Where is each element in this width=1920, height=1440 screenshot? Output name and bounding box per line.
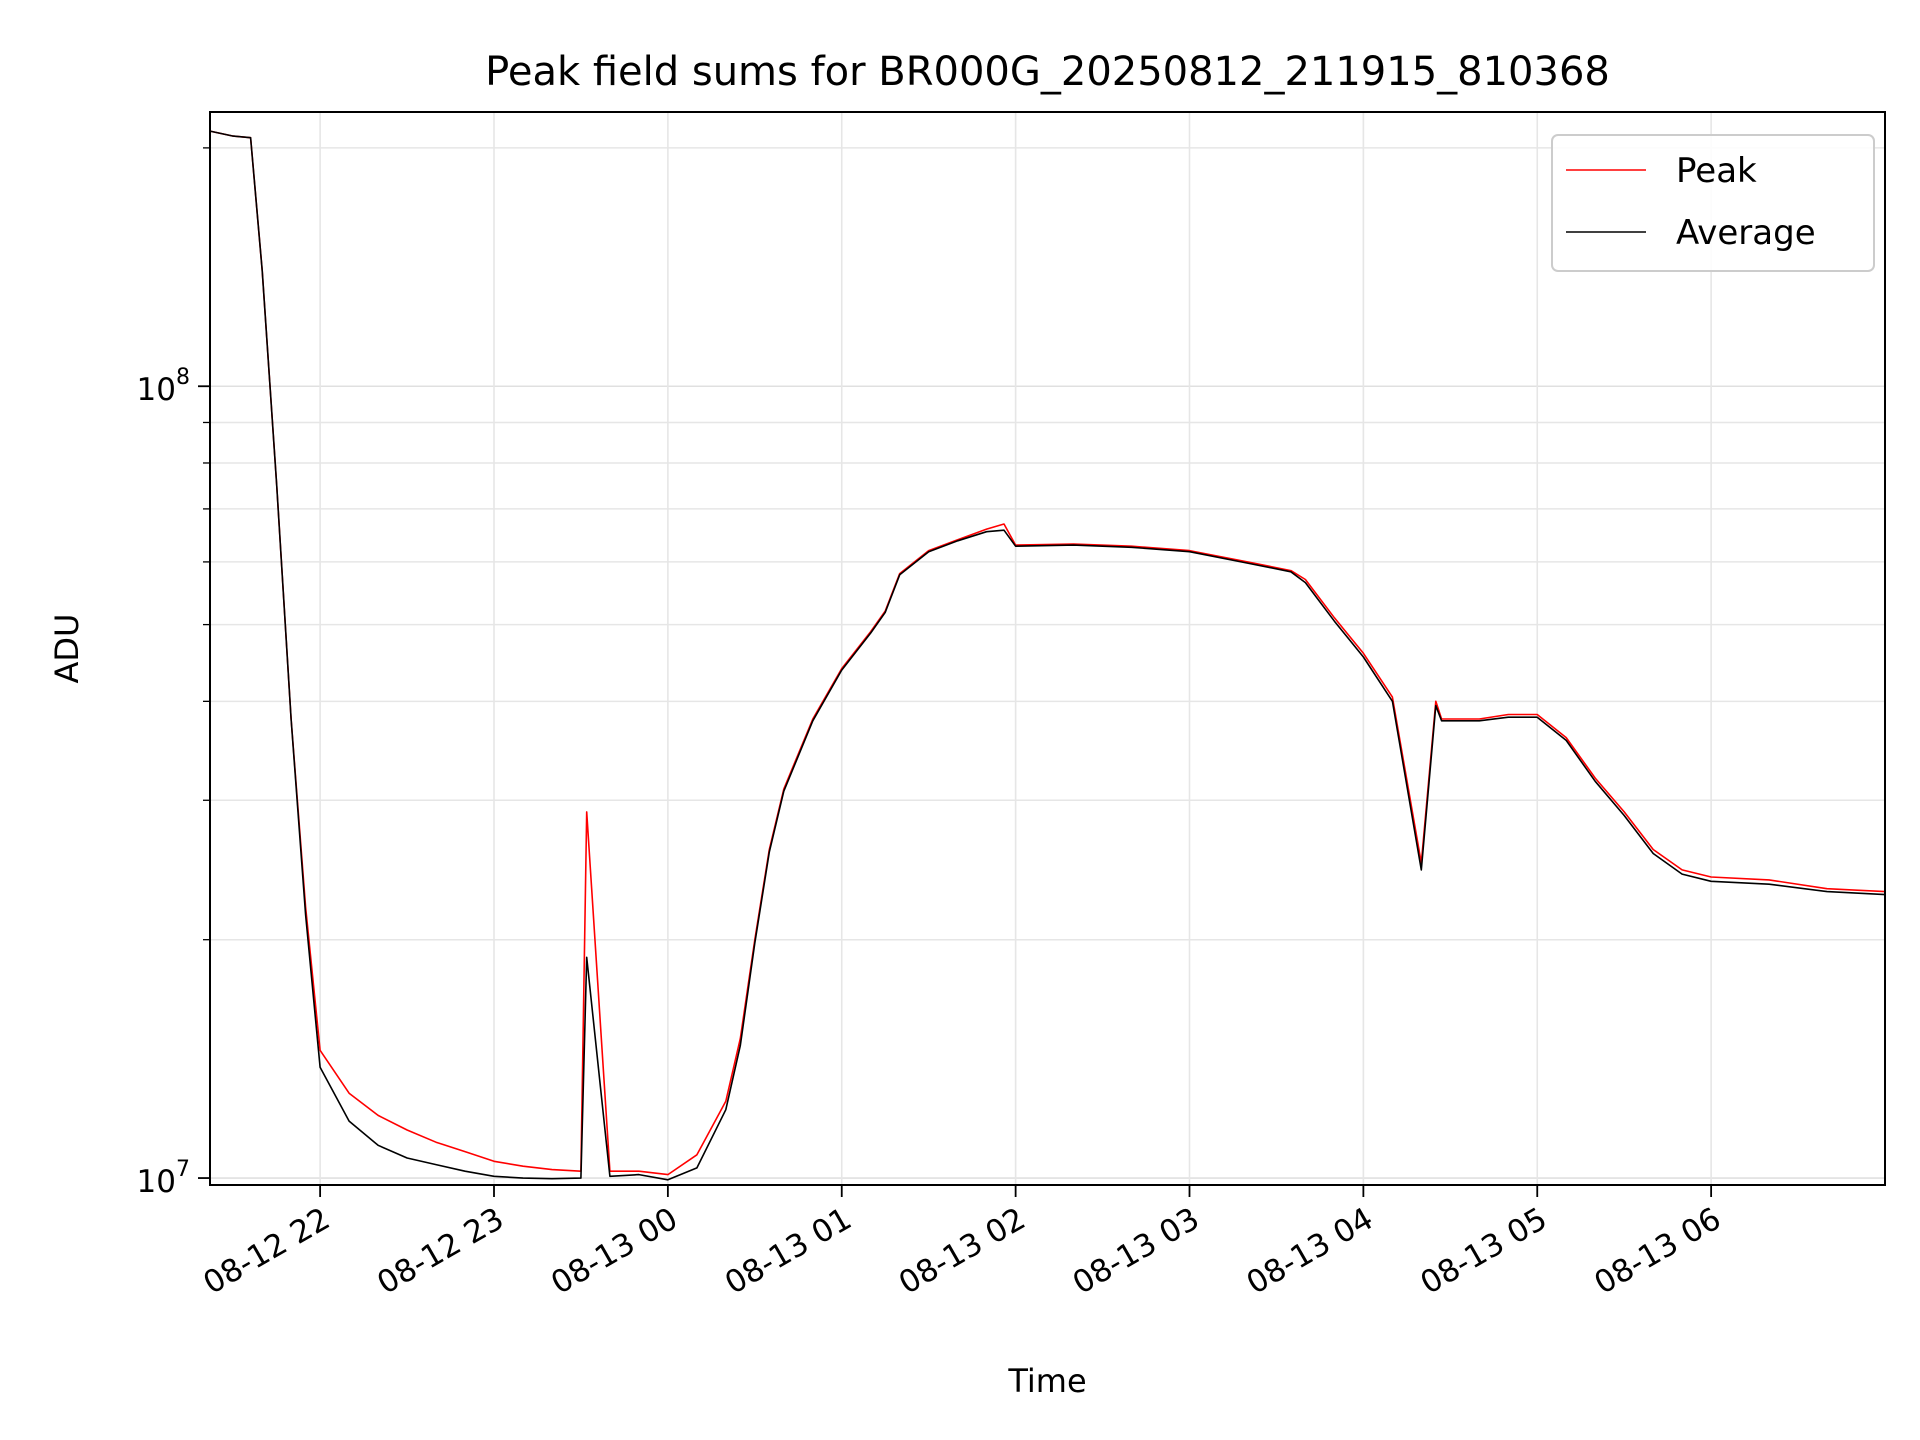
legend-frame bbox=[1551, 134, 1875, 272]
plot-frame bbox=[209, 111, 1886, 1186]
chart-title: Peak field sums for BR000G_20250812_2119… bbox=[485, 49, 1610, 95]
grid bbox=[210, 112, 1885, 1185]
y-axis-label: ADU bbox=[48, 614, 86, 684]
legend: Peak Average bbox=[1551, 134, 1875, 272]
series-line-average bbox=[209, 130, 1886, 1181]
plot-area bbox=[209, 130, 1886, 1181]
x-axis-label: Time bbox=[1007, 1362, 1086, 1400]
legend-peak-label: Peak bbox=[1676, 151, 1757, 191]
legend-average-label: Average bbox=[1676, 213, 1816, 253]
